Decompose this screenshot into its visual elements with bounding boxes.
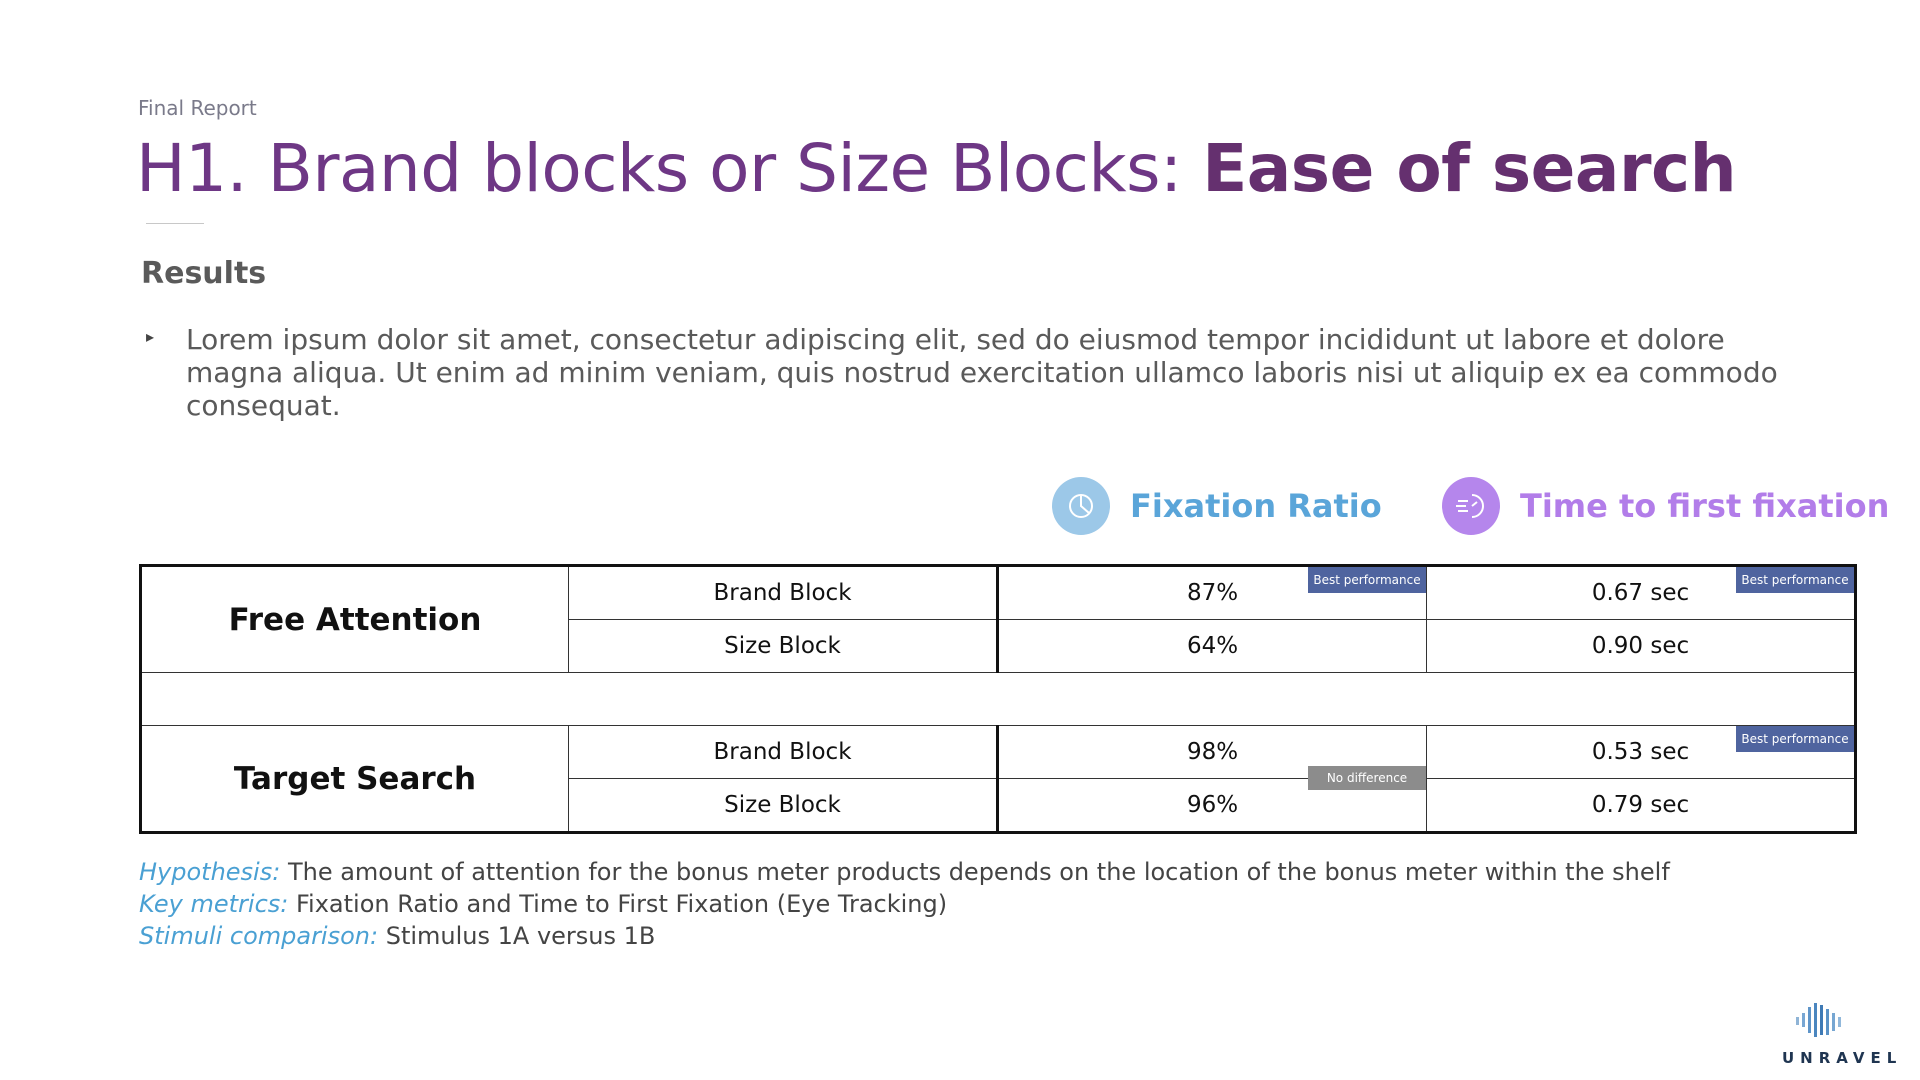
speed-timer-icon	[1442, 477, 1500, 535]
table-row: Target Search Brand Block 98% No differe…	[140, 725, 1856, 833]
title-emphasis: Ease of search	[1202, 130, 1737, 207]
best-performance-badge: Best performance	[1736, 726, 1854, 752]
key-metrics-text: Fixation Ratio and Time to First Fixatio…	[288, 890, 948, 918]
group-label: Free Attention	[140, 565, 569, 673]
title-divider	[146, 223, 204, 224]
stimulus-cell: Brand Block	[568, 725, 998, 779]
best-performance-badge: Best performance	[1736, 567, 1854, 593]
stimuli-key: Stimuli comparison:	[139, 922, 379, 950]
ttff-cell: 0.90 sec	[1426, 619, 1856, 673]
stimuli-text: Stimulus 1A versus 1B	[378, 922, 656, 950]
title-regular: H1. Brand blocks or Size Blocks:	[136, 130, 1203, 207]
key-metrics-key: Key metrics:	[139, 890, 289, 918]
no-difference-badge: No difference	[1308, 766, 1426, 790]
spacer-cell	[140, 672, 1856, 726]
table-row: Size Block 64% 0.90 sec	[141, 619, 1856, 673]
stimuli-line: Stimuli comparison: Stimulus 1A versus 1…	[139, 920, 1670, 952]
fixation-ratio-value: 98%	[1186, 739, 1239, 765]
report-kicker: Final Report	[138, 96, 257, 120]
group-label: Target Search	[140, 725, 569, 833]
ttff-label: Time to first fixation	[1520, 487, 1890, 525]
fixation-ratio-cell: 64%	[996, 619, 1427, 673]
key-metrics-line: Key metrics: Fixation Ratio and Time to …	[139, 888, 1670, 920]
metric-header-fixation-ratio: Fixation Ratio	[1052, 476, 1382, 536]
fixation-ratio-cell: 98% No difference	[996, 725, 1427, 790]
page-title: H1. Brand blocks or Size Blocks: Ease of…	[136, 126, 1737, 212]
logo-text: UNRAVEL	[1782, 1049, 1903, 1067]
hypothesis-text: The amount of attention for the bonus me…	[280, 858, 1670, 886]
ttff-value: 0.67 sec	[1591, 580, 1690, 606]
results-table: Free Attention Brand Block 87% Best perf…	[139, 564, 1857, 834]
unravel-logo: UNRAVEL	[1776, 1001, 1903, 1067]
results-heading: Results	[141, 256, 267, 291]
hypothesis-key: Hypothesis:	[139, 858, 281, 886]
fixation-ratio-label: Fixation Ratio	[1130, 487, 1382, 525]
hypothesis-line: Hypothesis: The amount of attention for …	[139, 856, 1670, 888]
soundwave-logo-icon	[1796, 1003, 1841, 1037]
stimulus-cell: Size Block	[568, 778, 998, 833]
table-row: Size Block 96% 0.79 sec	[141, 778, 1856, 833]
stimulus-cell: Size Block	[568, 619, 998, 673]
fixation-ratio-value: 87%	[1186, 580, 1239, 606]
stimulus-cell: Brand Block	[568, 565, 998, 620]
pie-chart-icon	[1052, 477, 1110, 535]
ttff-cell: 0.79 sec	[1426, 778, 1856, 833]
ttff-cell: 0.53 sec Best performance	[1426, 725, 1856, 779]
table-row: Free Attention Brand Block 87% Best perf…	[140, 565, 1856, 673]
table-spacer-row	[140, 672, 1856, 726]
metric-header-time-to-first-fixation: Time to first fixation	[1442, 476, 1889, 536]
ttff-cell: 0.67 sec Best performance	[1426, 565, 1856, 620]
results-bullet-text: Lorem ipsum dolor sit amet, consectetur …	[186, 323, 1778, 422]
ttff-value: 0.53 sec	[1591, 739, 1690, 765]
footnotes: Hypothesis: The amount of attention for …	[139, 856, 1670, 952]
fixation-ratio-cell: 87% Best performance	[996, 565, 1427, 620]
best-performance-badge: Best performance	[1308, 567, 1426, 593]
bullet-triangle-icon: ▸	[146, 327, 155, 346]
